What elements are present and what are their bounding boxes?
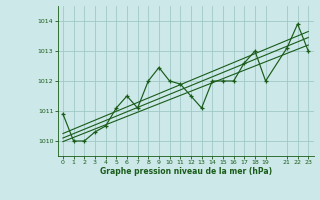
X-axis label: Graphe pression niveau de la mer (hPa): Graphe pression niveau de la mer (hPa) [100, 167, 272, 176]
